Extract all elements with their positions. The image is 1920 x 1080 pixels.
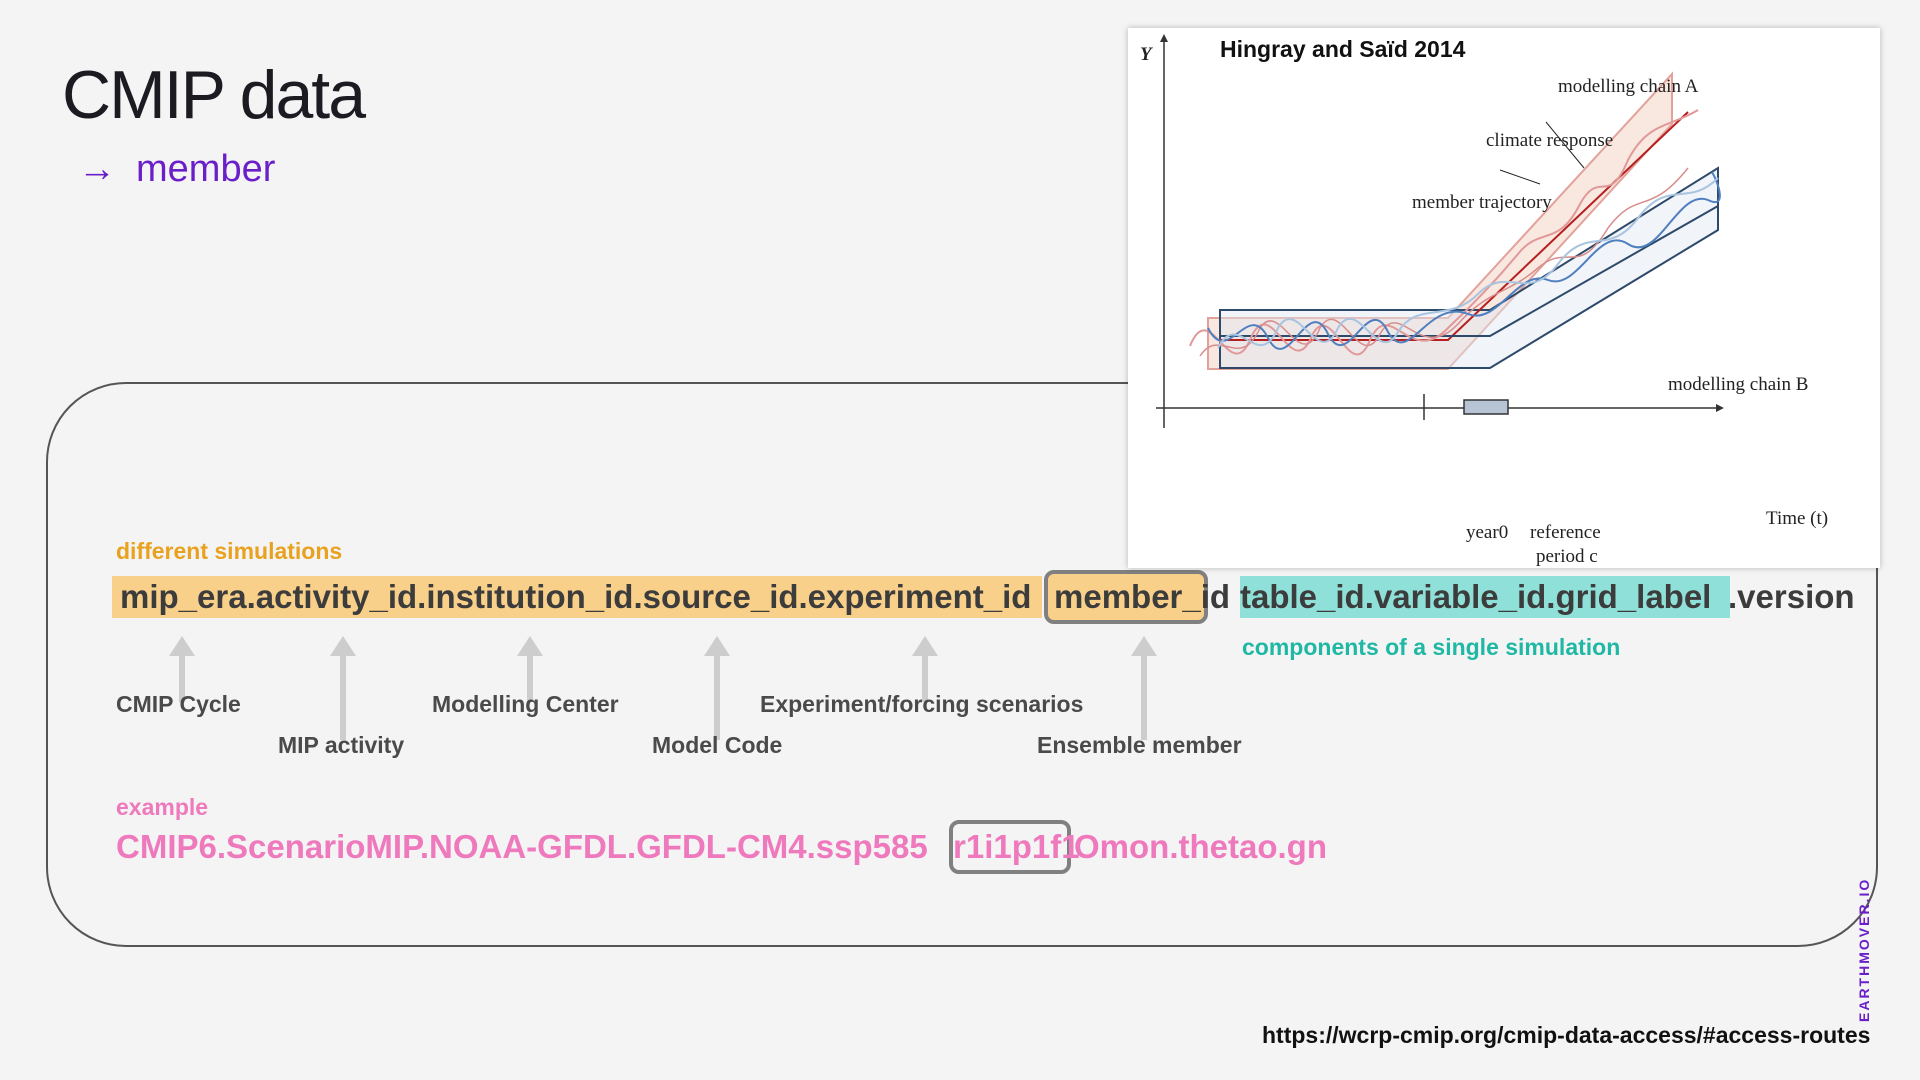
example-member: r1i1p1f1: [949, 820, 1080, 874]
y-axis-arrow: [1160, 34, 1168, 42]
example-label: example: [116, 794, 209, 820]
example-part-2: Omon.thetao.gn: [1074, 828, 1327, 865]
climate-response-label: climate response: [1486, 130, 1614, 151]
arrow-up-icon: [912, 636, 938, 702]
ensemble-figure: Hingray and Saïd 2014 Y modelling chain …: [1128, 28, 1880, 568]
ensemble-diagram: [1156, 34, 1724, 428]
member-trajectory-a: [1189, 109, 1699, 356]
arrow-up-icon: [517, 636, 543, 702]
reference-label: reference: [1530, 522, 1601, 543]
slide-title: CMIP data: [62, 57, 366, 133]
component-model-code: Model Code: [652, 732, 783, 758]
chain-b-response-line: [1220, 205, 1719, 337]
component-mip-activity: MIP activity: [278, 732, 405, 758]
chain-a-label: modelling chain A: [1558, 76, 1699, 97]
component-ensemble-member: Ensemble member: [1037, 732, 1242, 758]
component-experiment: Experiment/forcing scenarios: [760, 691, 1084, 717]
arrow-up-icon: [169, 636, 195, 702]
member-trajectory-a2: [1199, 167, 1689, 357]
climate-response-pointer: [1545, 121, 1585, 169]
source-url-link[interactable]: https://wcrp-cmip.org/cmip-data-access/#…: [1262, 1022, 1871, 1048]
example-part-1: CMIP6.ScenarioMIP.NOAA-GFDL.GFDL-CM4.ssp…: [116, 828, 928, 865]
year0-label: year0: [1466, 522, 1509, 543]
member-trajectory-b2: [1217, 177, 1719, 349]
x-axis-label: Time (t): [1766, 508, 1829, 529]
brand-logo-text: EARTHMOVER.IO: [1856, 877, 1872, 1022]
teal-segment: table_id.variable_id.grid_label: [1240, 576, 1730, 618]
member-id-segment: member_id: [1044, 570, 1230, 624]
slide-subtitle: → member: [78, 148, 275, 191]
x-axis-arrow: [1716, 404, 1724, 412]
subtitle-text: member: [136, 148, 276, 190]
member-trajectory-b: [1207, 171, 1721, 350]
component-cmip-cycle: CMIP Cycle: [116, 691, 241, 717]
arrow-up-icon: [1131, 636, 1157, 740]
reference-period-box: [1463, 399, 1509, 415]
y-axis-label: Y: [1140, 44, 1152, 65]
version-segment: .version: [1728, 578, 1855, 615]
chain-b-label: modelling chain B: [1668, 374, 1809, 395]
member-trajectory-label: member trajectory: [1412, 192, 1552, 213]
period-label: period c: [1536, 546, 1598, 567]
orange-segment: mip_era.activity_id.institution_id.sourc…: [112, 576, 1042, 618]
component-modelling-center: Modelling Center: [432, 691, 619, 717]
identifier-panel: [46, 382, 1878, 947]
components-label: components of a single simulation: [1242, 634, 1621, 660]
different-simulations-label: different simulations: [116, 538, 343, 564]
arrow-right-icon: →: [78, 148, 116, 190]
arrow-up-icon: [704, 636, 730, 740]
member-trajectory-pointer: [1499, 169, 1541, 185]
arrow-up-icon: [330, 636, 356, 740]
figure-title: Hingray and Saïd 2014: [1220, 36, 1466, 62]
chain-b-envelope: [1219, 166, 1719, 369]
